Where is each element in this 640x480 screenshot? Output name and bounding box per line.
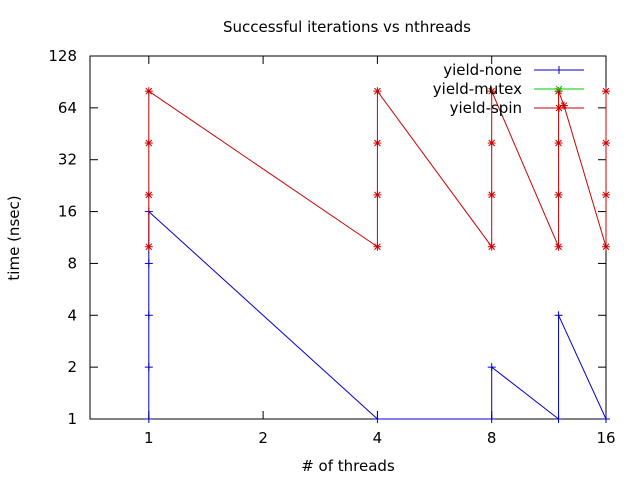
legend-label: yield-spin	[450, 99, 522, 117]
series-layer	[144, 87, 610, 423]
data-point	[487, 87, 496, 96]
y-axis: 1 2 4 8 16 32 64 128	[48, 47, 606, 428]
data-point	[144, 242, 153, 251]
data-point	[373, 415, 382, 423]
legend-label: yield-none	[443, 61, 522, 79]
data-point	[144, 190, 153, 199]
series-yield-spin	[144, 87, 610, 251]
y-tick-label: 16	[58, 203, 77, 221]
x-tick-label: 8	[487, 429, 497, 447]
data-point	[373, 190, 382, 199]
data-point	[144, 139, 153, 148]
data-point	[487, 415, 496, 423]
data-point	[554, 242, 563, 251]
y-tick-label: 8	[67, 254, 77, 272]
x-tick-label: 1	[144, 429, 154, 447]
data-point	[554, 190, 563, 199]
legend-marker	[555, 66, 563, 74]
y-tick-label: 64	[58, 99, 77, 117]
data-point	[144, 311, 153, 320]
plot-area	[89, 55, 607, 420]
data-point	[602, 242, 610, 251]
data-point	[487, 190, 496, 199]
x-tick-label: 4	[373, 429, 383, 447]
chart-title: Successful iterations vs nthreads	[223, 18, 471, 36]
data-point	[373, 139, 382, 148]
data-point	[602, 139, 610, 148]
x-tick-label: 2	[258, 429, 268, 447]
data-point	[554, 415, 563, 423]
data-point	[602, 190, 610, 199]
data-point	[602, 87, 610, 96]
data-point	[487, 242, 496, 251]
data-point	[144, 259, 153, 268]
x-axis: 1 2 4 8 16	[144, 56, 616, 447]
legend-marker	[555, 85, 563, 93]
data-point	[487, 139, 496, 148]
y-tick-label: 32	[58, 151, 77, 169]
y-tick-label: 4	[67, 306, 77, 324]
data-point	[487, 363, 496, 372]
x-axis-label: # of threads	[301, 457, 395, 475]
y-tick-label: 2	[67, 358, 77, 376]
data-point	[144, 415, 153, 423]
data-point	[602, 415, 610, 423]
data-point	[373, 87, 382, 96]
legend-marker	[555, 104, 563, 112]
series-line	[148, 89, 607, 249]
data-point	[373, 242, 382, 251]
x-tick-label: 16	[596, 429, 615, 447]
data-point	[144, 363, 153, 372]
y-axis-label: time (nsec)	[5, 195, 23, 280]
series-yield-none	[144, 207, 610, 423]
y-tick-label: 1	[67, 410, 77, 428]
y-tick-label: 128	[48, 47, 77, 65]
data-point	[144, 87, 153, 96]
data-point	[554, 139, 563, 148]
data-point	[554, 311, 563, 320]
legend-label: yield-mutex	[433, 80, 522, 98]
